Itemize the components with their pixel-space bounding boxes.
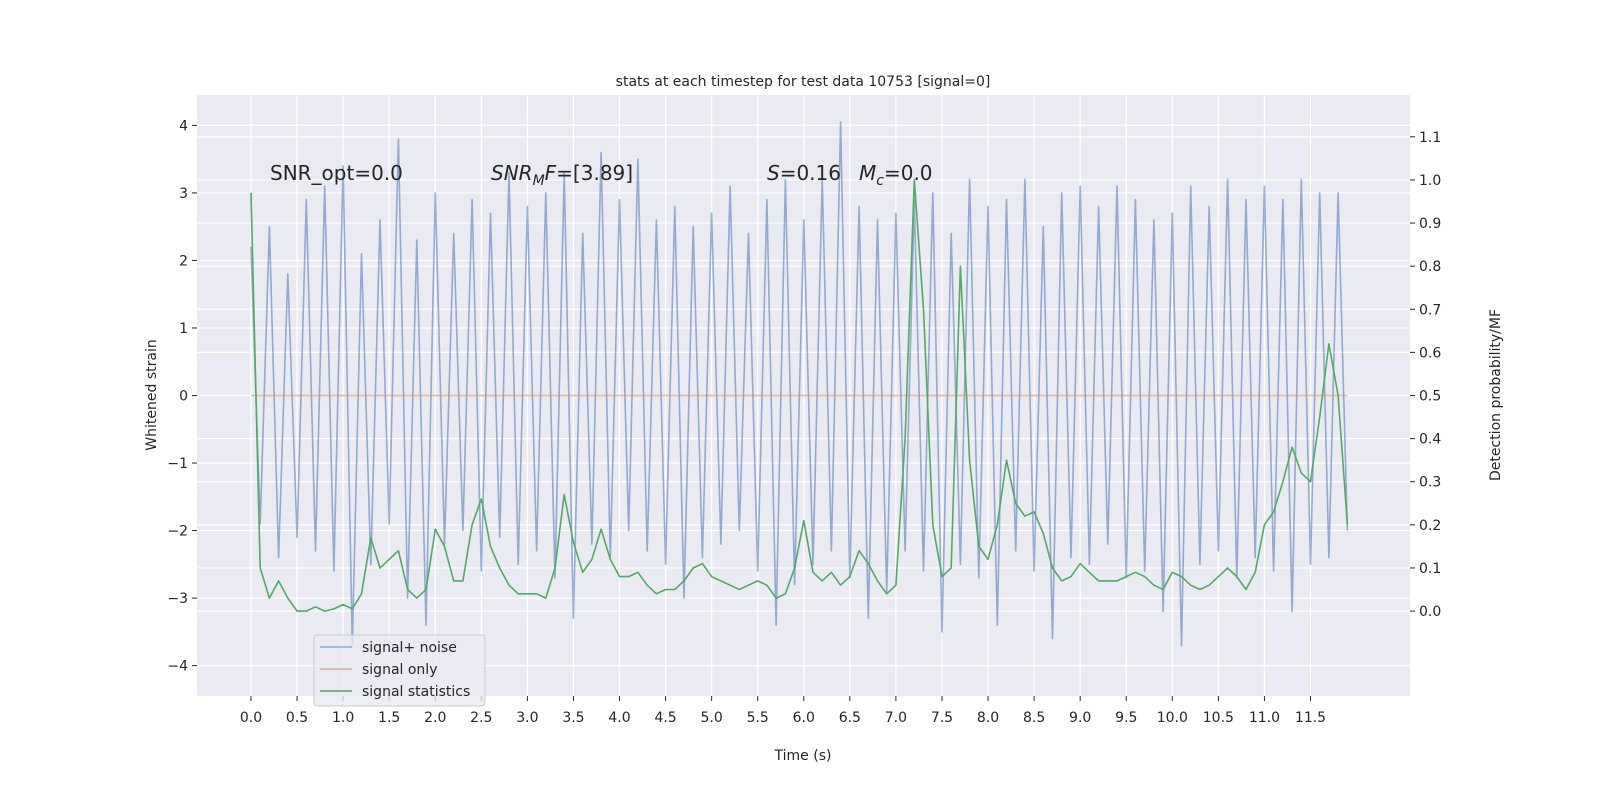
annotation-part: =0.16: [780, 161, 841, 185]
y2-tick-label: 0.2: [1419, 518, 1441, 534]
x-tick-label: 3.0: [516, 710, 538, 726]
y2-tick-label: 1.0: [1419, 173, 1441, 189]
legend: signal+ noise signal only signal statistic…: [313, 634, 486, 707]
x-tick-label: 7.5: [931, 710, 953, 726]
y2-tick-label: 0.1: [1419, 561, 1441, 577]
y2-tick-label: 0.8: [1419, 259, 1441, 275]
x-tick-label: 0.0: [240, 710, 262, 726]
annotation: SNRMF=[3.89]: [491, 161, 633, 189]
y2-tick-label: 1.1: [1419, 130, 1441, 146]
x-tick-label: 5.5: [747, 710, 769, 726]
x-tick-label: 1.0: [332, 710, 354, 726]
x-axis-label: Time (s): [774, 748, 832, 764]
y2-tick-label: 0.7: [1419, 302, 1441, 318]
annotation: SNR_opt=0.0: [270, 161, 403, 185]
x-tick-label: 2.0: [424, 710, 446, 726]
annotation: S=0.16: [767, 161, 841, 185]
annotations: SNR_opt=0.0 SNRMF=[3.89] S=0.16 Mc=0.0: [270, 161, 933, 189]
x-tick-label: 4.0: [608, 710, 630, 726]
annotation-part: M: [533, 173, 545, 189]
y2-tick-label: 0.5: [1419, 389, 1441, 405]
y-axis-label: Whitened strain: [144, 339, 160, 450]
y-tick-label: −1: [167, 456, 188, 472]
annotation-part: F: [545, 161, 557, 185]
annotation-part: S: [767, 161, 780, 185]
x-tick-label: 4.5: [654, 710, 676, 726]
x-tick-label: 8.0: [977, 710, 999, 726]
series-line: [250, 179, 1349, 612]
series-line: [250, 121, 1349, 647]
annotation-part: SNR: [491, 161, 533, 185]
x-tick-label: 10.5: [1203, 710, 1234, 726]
annotation: Mc=0.0: [859, 161, 933, 189]
y2-tick-label: 0.6: [1419, 345, 1441, 361]
legend-label: signal only: [362, 662, 437, 678]
x-tick-label: 5.0: [701, 710, 723, 726]
y-tick-label: 0: [179, 389, 188, 405]
x-tick-label: 1.5: [378, 710, 400, 726]
x-tick-label: 2.5: [470, 710, 492, 726]
annotation-part: =[3.89]: [556, 161, 633, 185]
x-tick-label: 7.0: [885, 710, 907, 726]
y2-tick-label: 0.9: [1419, 216, 1441, 232]
annotation-part: =0.0: [884, 161, 933, 185]
y2-tick-label: 0.4: [1419, 432, 1441, 448]
y-tick-label: −4: [167, 659, 188, 675]
legend-label: signal statistics: [362, 684, 470, 700]
y-tick-label: 4: [179, 118, 188, 134]
y-tick-label: 1: [179, 321, 188, 337]
annotation-part: c: [876, 173, 884, 189]
marks: [250, 121, 1349, 647]
x-tick-label: 6.5: [839, 710, 861, 726]
x-tick-label: 11.0: [1249, 710, 1280, 726]
y-tick-label: −3: [167, 591, 188, 607]
annotation-part: M: [859, 161, 876, 185]
x-tick-label: 0.5: [286, 710, 308, 726]
legend-label: signal+ noise: [362, 640, 457, 656]
annotation-part: SNR_opt=0.0: [270, 161, 403, 185]
y2-tick-label: 0.3: [1419, 475, 1441, 491]
x-tick-label: 3.5: [562, 710, 584, 726]
chart-title: stats at each timestep for test data 107…: [616, 74, 991, 90]
y-tick-label: 3: [179, 186, 188, 202]
x-tick-label: 6.0: [793, 710, 815, 726]
x-tick-label: 9.0: [1069, 710, 1091, 726]
grid: 0.0 0.5 1.0 1.5 2.0 2.5 3.0 3.5 4.0 4.5 5.0 5.5 6.0 6…: [167, 95, 1441, 726]
y2-tick-label: 0.0: [1419, 604, 1441, 620]
y-tick-label: 2: [179, 253, 188, 269]
legend-box: [313, 634, 486, 707]
y-tick-label: −2: [167, 524, 188, 540]
x-tick-label: 10.0: [1157, 710, 1188, 726]
x-tick-label: 11.5: [1295, 710, 1326, 726]
x-tick-label: 9.5: [1115, 710, 1137, 726]
y2-axis-label: Detection probability/MF: [1488, 309, 1504, 481]
x-tick-label: 8.5: [1023, 710, 1045, 726]
